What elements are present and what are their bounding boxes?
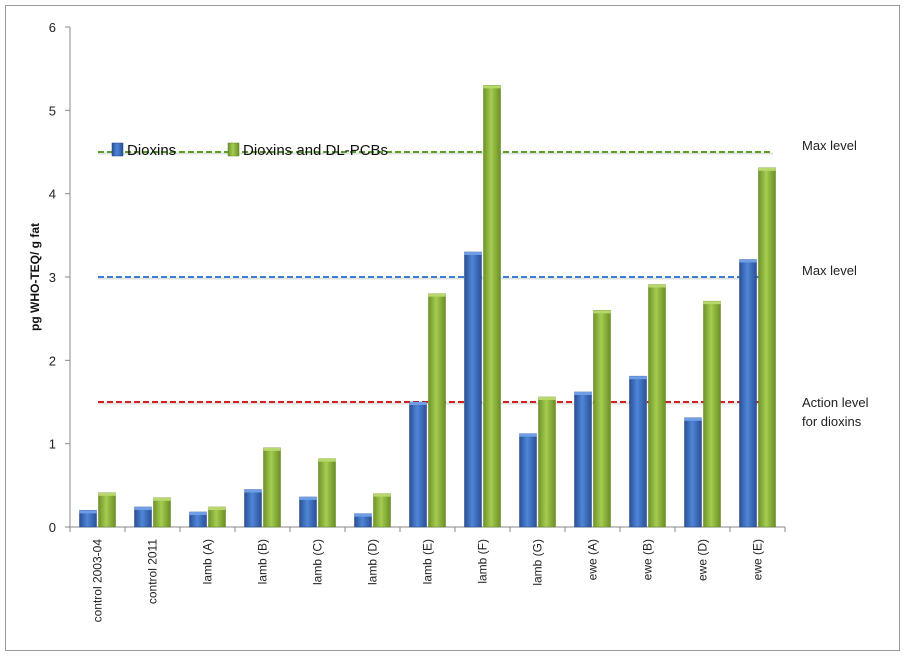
bar-dioxins bbox=[519, 433, 537, 528]
x-tick-label: ewe (D) bbox=[696, 539, 710, 581]
bar-dioxins-dl-pcbs bbox=[98, 492, 116, 528]
bar-top-highlight bbox=[373, 493, 391, 497]
bar-top-highlight bbox=[739, 259, 757, 263]
reference-line-label: Action level bbox=[802, 395, 869, 410]
reference-line-label: Max level bbox=[802, 138, 857, 153]
bar-top-highlight bbox=[244, 489, 262, 493]
bar-dioxins-dl-pcbs bbox=[483, 85, 501, 528]
legend-label-dioxins: Dioxins bbox=[127, 142, 176, 159]
bar-top-highlight bbox=[409, 402, 427, 405]
bars bbox=[79, 85, 776, 528]
bar-dioxins-dl-pcbs bbox=[153, 497, 171, 528]
bar-top-highlight bbox=[629, 376, 647, 380]
y-tick-label: 6 bbox=[49, 20, 56, 35]
x-tick-label: lamb (E) bbox=[421, 539, 435, 584]
bar-dioxins-dl-pcbs bbox=[318, 458, 336, 528]
x-tick-label: lamb (B) bbox=[256, 539, 270, 584]
y-tick-label: 4 bbox=[49, 187, 56, 202]
legend-label-dioxins-dl-pcbs: Dioxins and DL-PCBs bbox=[243, 142, 388, 159]
x-tick-label: control 2003-04 bbox=[91, 539, 105, 623]
bar-top-highlight bbox=[134, 507, 152, 510]
bar-top-highlight bbox=[98, 492, 116, 496]
y-tick-label: 3 bbox=[49, 270, 56, 285]
y-tick-label: 2 bbox=[49, 353, 56, 368]
reference-line-label: Max level bbox=[802, 263, 857, 278]
bar-dioxins bbox=[464, 251, 482, 528]
legend-swatch-dioxins-dl-pcbs bbox=[227, 142, 240, 157]
bar-top-highlight bbox=[648, 284, 666, 288]
bar-top-highlight bbox=[593, 310, 611, 314]
bar-dioxins bbox=[629, 375, 647, 528]
bar-dioxins bbox=[684, 417, 702, 528]
bar-dioxins bbox=[739, 259, 757, 528]
bar-dioxins-dl-pcbs bbox=[703, 300, 721, 528]
bar-dioxins-dl-pcbs bbox=[373, 493, 391, 528]
y-tick-label: 0 bbox=[49, 520, 56, 535]
x-tick-labels: control 2003-04 control 2011 lamb (A) lamb … bbox=[91, 539, 765, 623]
bar-dioxins-dl-pcbs bbox=[263, 447, 281, 528]
x-tick-label: lamb (A) bbox=[201, 539, 215, 584]
axes: 0 1 2 3 4 5 6 bbox=[49, 20, 786, 535]
bar-top-highlight bbox=[574, 392, 592, 395]
bar-dioxins bbox=[299, 496, 317, 528]
bar-top-highlight bbox=[79, 510, 97, 514]
x-tick-label: lamb (G) bbox=[531, 539, 545, 586]
bar-top-highlight bbox=[208, 507, 226, 510]
x-tick-label: ewe (A) bbox=[586, 539, 600, 580]
y-tick-label: 1 bbox=[49, 437, 56, 452]
bar-top-highlight bbox=[519, 433, 537, 437]
x-tick-label: control 2011 bbox=[146, 539, 160, 604]
bar-dioxins-dl-pcbs bbox=[648, 284, 666, 528]
bar-dioxins bbox=[574, 391, 592, 528]
x-tick-label: ewe (B) bbox=[641, 539, 655, 580]
bar-dioxins-dl-pcbs bbox=[538, 396, 556, 528]
bar-top-highlight bbox=[318, 458, 336, 462]
reference-line-label: for dioxins bbox=[802, 414, 862, 429]
bar-top-highlight bbox=[428, 293, 446, 297]
x-tick-label: lamb (D) bbox=[366, 539, 380, 585]
bar-top-highlight bbox=[464, 252, 482, 255]
bar-top-highlight bbox=[263, 447, 281, 451]
bar-dioxins-dl-pcbs bbox=[593, 310, 611, 528]
bar-top-highlight bbox=[538, 397, 556, 400]
bar-top-highlight bbox=[153, 497, 171, 501]
legend: Dioxins Dioxins and DL-PCBs bbox=[111, 142, 388, 159]
bar-top-highlight bbox=[703, 301, 721, 305]
bar-top-highlight bbox=[189, 512, 207, 515]
bar-top-highlight bbox=[758, 167, 776, 171]
legend-swatch-dioxins bbox=[111, 142, 124, 157]
x-tick-label: lamb (C) bbox=[311, 539, 325, 585]
bar-top-highlight bbox=[299, 497, 317, 500]
bar-top-highlight bbox=[684, 417, 702, 421]
y-axis-label: pg WHO-TEQ/ g fat bbox=[28, 223, 42, 331]
bar-dioxins-dl-pcbs bbox=[428, 293, 446, 528]
x-tick-label: lamb (F) bbox=[476, 539, 490, 584]
bar-dioxins bbox=[244, 489, 262, 528]
bar-dioxins-dl-pcbs bbox=[758, 167, 776, 528]
bar-top-highlight bbox=[354, 513, 372, 517]
bar-dioxins bbox=[409, 401, 427, 528]
x-tick-label: ewe (E) bbox=[751, 539, 765, 580]
y-tick-label: 5 bbox=[49, 103, 56, 118]
bar-top-highlight bbox=[483, 85, 501, 89]
